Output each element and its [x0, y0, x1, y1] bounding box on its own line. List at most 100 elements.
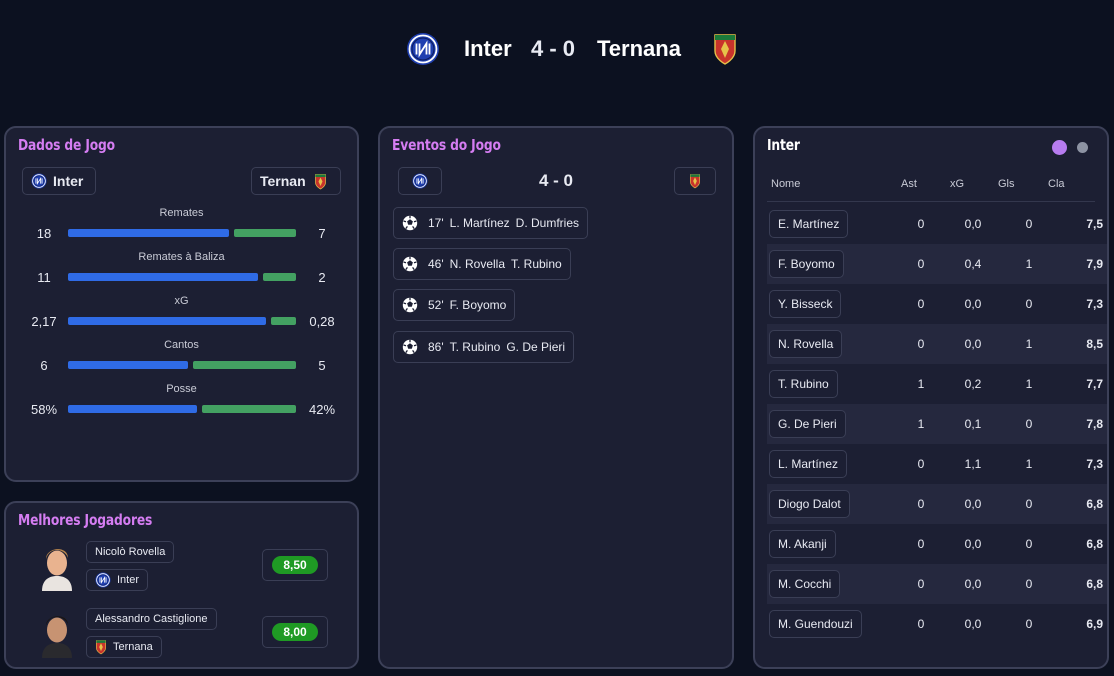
soccer-ball-icon — [402, 256, 418, 272]
player-rating-box: 8,50 — [262, 549, 328, 581]
assists-cell: 0 — [917, 577, 925, 591]
events-score: 4 - 0 — [538, 171, 574, 190]
player-name-chip[interactable]: Diogo Dalot — [769, 490, 850, 518]
away-bar — [234, 229, 296, 237]
player-name-chip[interactable]: F. Boyomo — [769, 250, 844, 278]
stat-row: Cantos 6 5 — [6, 339, 357, 383]
player-name: M. Akanji — [778, 537, 827, 551]
xg-cell: 0,0 — [964, 297, 982, 311]
assists-cell: 0 — [917, 257, 925, 271]
table-row[interactable]: Diogo Dalot 0 0,0 0 6,8 — [767, 484, 1107, 524]
stat-away-value: 5 — [318, 358, 326, 373]
player-name-chip[interactable]: G. De Pieri — [769, 410, 846, 438]
team-toggle-away-dot[interactable] — [1077, 142, 1088, 153]
player-name-chip[interactable]: M. Guendouzi — [769, 610, 862, 638]
player-rating-badge: 8,50 — [272, 556, 318, 574]
goals-cell: 1 — [1025, 257, 1033, 271]
player-name-chip[interactable]: E. Martínez — [769, 210, 849, 238]
stat-away-value: 0,28 — [309, 314, 335, 329]
best-player-row[interactable]: Nicolò Rovella Inter 8,50 — [6, 541, 357, 605]
goal-event[interactable]: 86' T. Rubino G. De Pieri — [393, 331, 575, 363]
player-name: E. Martínez — [778, 217, 840, 231]
goals-cell: 0 — [1025, 497, 1033, 511]
player-name-chip[interactable]: L. Martínez — [769, 450, 848, 478]
stat-home-value: 58% — [30, 402, 58, 417]
match-events-panel: Eventos do Jogo 4 - 0 17' L. Martínez D.… — [378, 126, 734, 669]
player-name: L. Martínez — [778, 457, 839, 471]
player-name: M. Guendouzi — [778, 617, 853, 631]
column-header-name[interactable]: Nome — [771, 178, 801, 190]
inter-crest-icon — [95, 572, 111, 588]
player-name-chip[interactable]: T. Rubino — [769, 370, 838, 398]
event-scorer: F. Boyomo — [449, 298, 507, 312]
rating-cell: 7,9 — [1086, 257, 1103, 271]
table-row[interactable]: G. De Pieri 1 0,1 0 7,8 — [767, 404, 1107, 444]
team-toggle-home-dot[interactable] — [1052, 140, 1067, 155]
table-row[interactable]: E. Martínez 0 0,0 0 7,5 — [767, 204, 1107, 244]
soccer-ball-icon — [402, 215, 418, 231]
header-divider — [767, 201, 1095, 202]
player-name: G. De Pieri — [778, 417, 837, 431]
player-name-chip: Alessandro Castiglione — [86, 608, 217, 630]
assists-cell: 0 — [917, 217, 925, 231]
home-bar — [68, 229, 229, 237]
ternana-crest-icon — [95, 639, 107, 655]
rating-cell: 7,7 — [1086, 377, 1103, 391]
rating-cell: 6,8 — [1086, 577, 1103, 591]
player-name: Nicolò Rovella — [95, 546, 166, 558]
player-name-chip[interactable]: M. Cocchi — [769, 570, 841, 598]
match-score: 4 - 0 — [531, 36, 576, 61]
column-header-cla[interactable]: Cla — [1048, 178, 1065, 190]
column-header-xg[interactable]: xG — [950, 178, 965, 190]
goal-event[interactable]: 52' F. Boyomo — [393, 289, 516, 321]
table-row[interactable]: T. Rubino 1 0,2 1 7,7 — [767, 364, 1107, 404]
column-header-gls[interactable]: Gls — [998, 178, 1015, 190]
goals-cell: 0 — [1025, 217, 1033, 231]
away-team-chip[interactable]: Ternan — [251, 167, 341, 195]
table-row[interactable]: M. Akanji 0 0,0 0 6,8 — [767, 524, 1107, 564]
rating-cell: 7,8 — [1086, 417, 1103, 431]
player-team: Inter — [117, 574, 140, 586]
stat-bar — [68, 405, 296, 413]
column-header-ast[interactable]: Ast — [901, 178, 917, 190]
player-name-chip[interactable]: Y. Bisseck — [769, 290, 842, 318]
table-row[interactable]: N. Rovella 0 0,0 1 8,5 — [767, 324, 1107, 364]
ternana-crest-icon — [708, 32, 742, 66]
goals-cell: 0 — [1025, 537, 1033, 551]
stat-home-value: 6 — [40, 358, 48, 373]
event-scorer: N. Rovella — [449, 257, 505, 271]
table-row[interactable]: L. Martínez 0 1,1 1 7,3 — [767, 444, 1107, 484]
away-team-chip[interactable] — [674, 167, 716, 195]
table-row[interactable]: M. Guendouzi 0 0,0 0 6,9 — [767, 604, 1107, 644]
home-bar — [68, 273, 258, 281]
player-name-chip[interactable]: M. Akanji — [769, 530, 836, 558]
table-row[interactable]: M. Cocchi 0 0,0 0 6,8 — [767, 564, 1107, 604]
stat-away-value: 2 — [318, 270, 326, 285]
assists-cell: 0 — [917, 537, 925, 551]
rating-cell: 7,3 — [1086, 297, 1103, 311]
best-player-row[interactable]: Alessandro Castiglione Ternana 8,00 — [6, 608, 357, 672]
xg-cell: 0,0 — [964, 617, 982, 631]
best-players-panel: Melhores Jogadores Nicolò Rovella Inter … — [4, 501, 359, 669]
home-team-chip[interactable]: Inter — [22, 167, 96, 195]
stat-label: Cantos — [164, 339, 199, 351]
player-name: N. Rovella — [778, 337, 834, 351]
player-name-chip[interactable]: N. Rovella — [769, 330, 843, 358]
goal-event[interactable]: 46' N. Rovella T. Rubino — [393, 248, 571, 280]
event-minute: 52' — [428, 298, 444, 312]
player-name-chip: Nicolò Rovella — [86, 541, 175, 563]
table-row[interactable]: Y. Bisseck 0 0,0 0 7,3 — [767, 284, 1107, 324]
assists-cell: 1 — [917, 417, 925, 431]
stat-home-value: 11 — [37, 270, 51, 285]
inter-crest-icon — [31, 173, 47, 189]
home-team-chip[interactable] — [398, 167, 442, 195]
ternana-crest-icon — [689, 173, 701, 189]
goal-event[interactable]: 17' L. Martínez D. Dumfries — [393, 207, 589, 239]
goals-cell: 0 — [1025, 617, 1033, 631]
player-team-chip: Inter — [86, 569, 149, 591]
table-row[interactable]: F. Boyomo 0 0,4 1 7,9 — [767, 244, 1107, 284]
rating-cell: 8,5 — [1086, 337, 1103, 351]
player-name: Diogo Dalot — [778, 497, 841, 511]
player-ratings-panel: Inter Nome Ast xG Gls Cla E. Martínez 0 0,… — [753, 126, 1109, 669]
assists-cell: 0 — [917, 457, 925, 471]
